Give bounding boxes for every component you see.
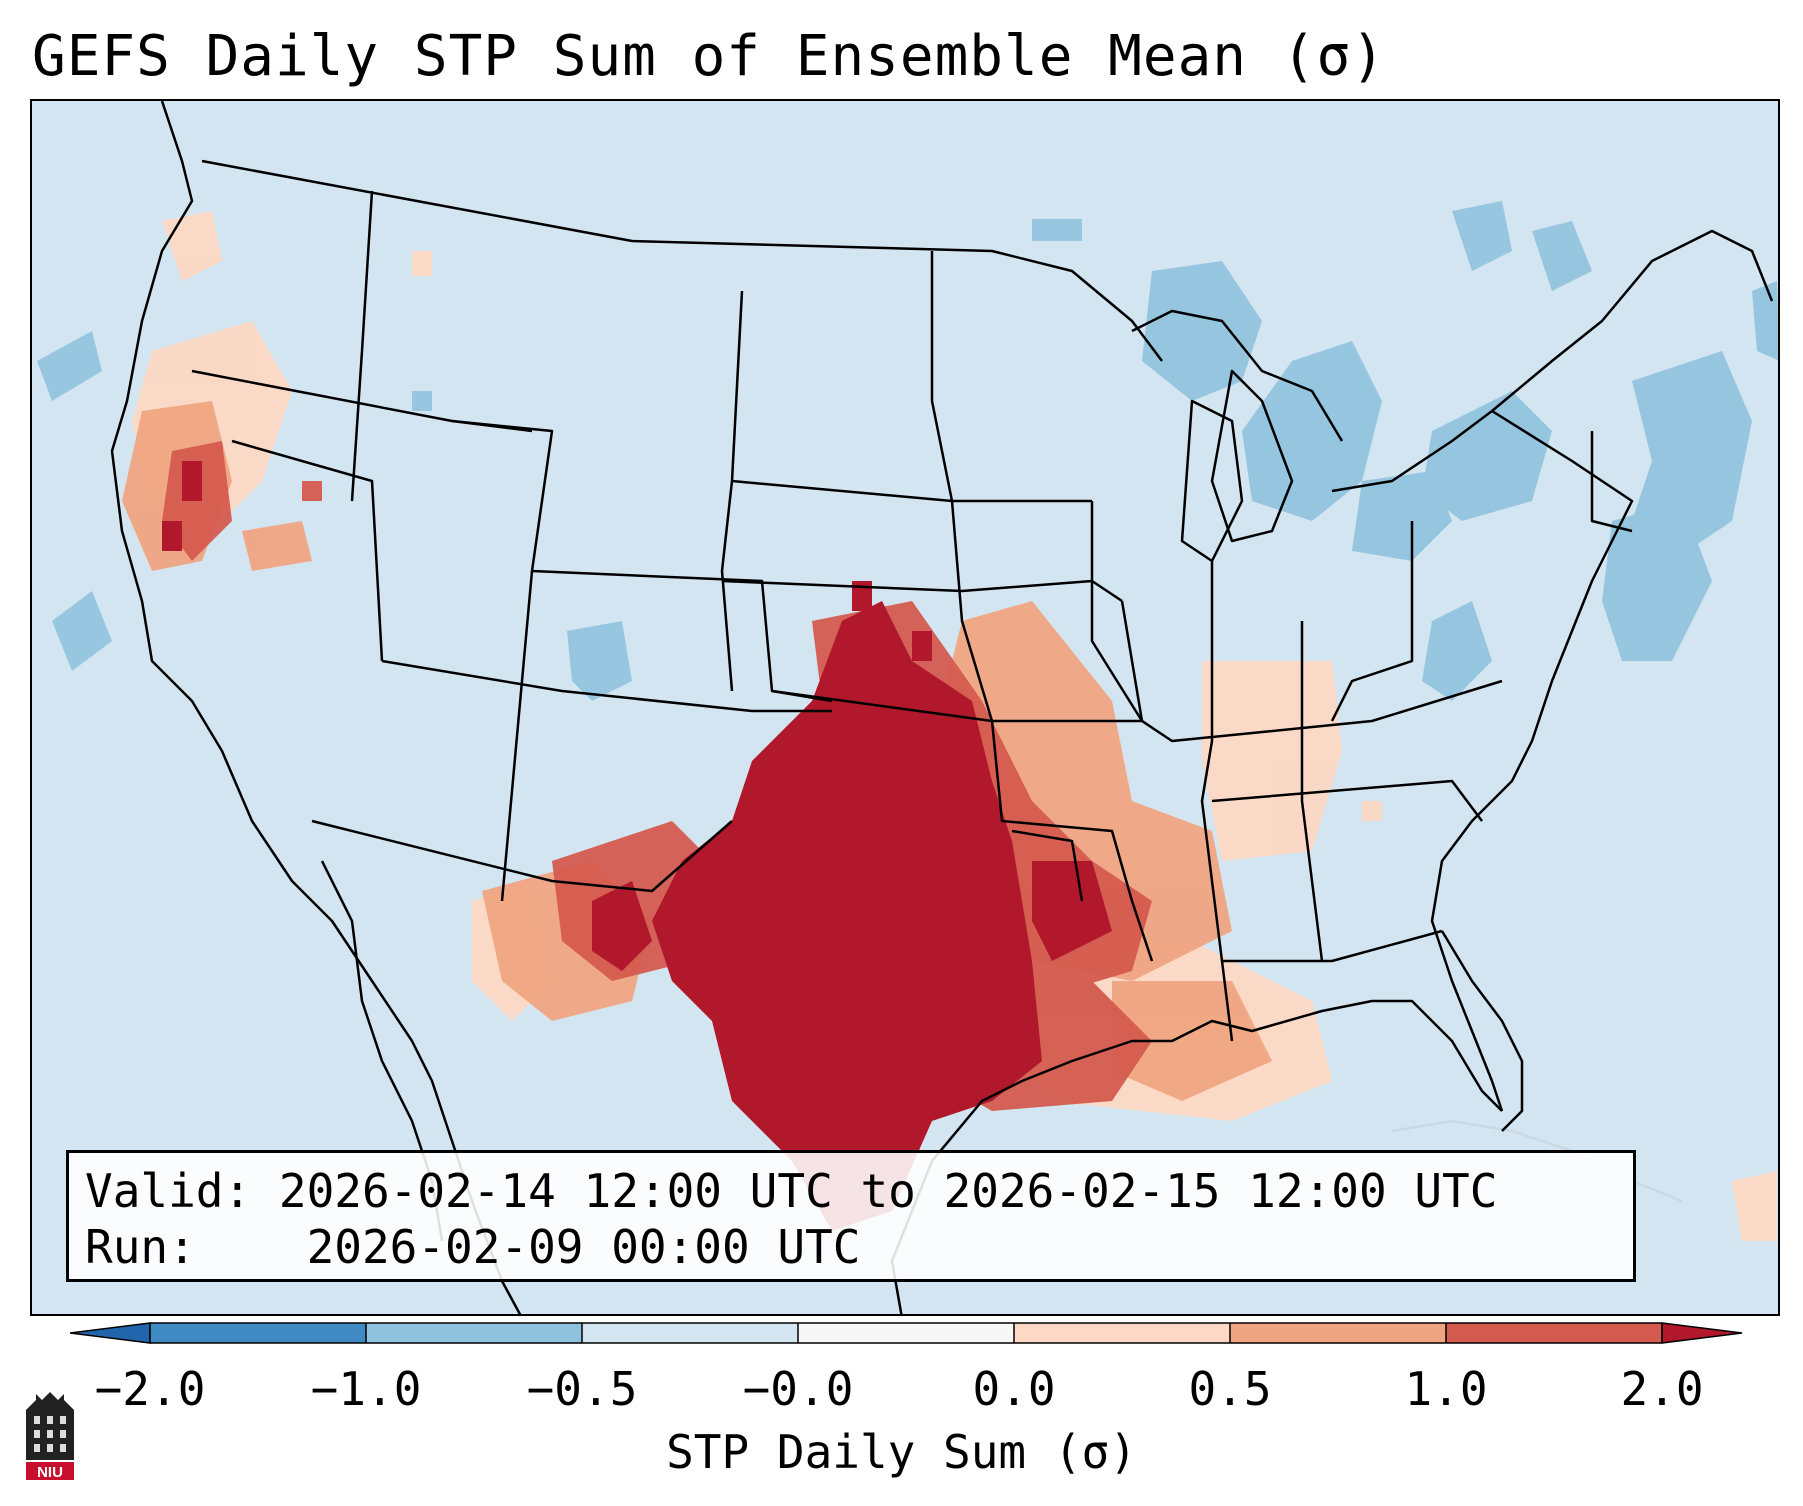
colorbar-bin-3	[582, 1323, 798, 1343]
stp-shading	[37, 201, 1778, 1241]
colorbar-tick: 0.5	[1188, 1362, 1272, 1416]
colorbar-bin-2	[366, 1323, 582, 1343]
colorbar	[70, 1322, 1743, 1344]
colorbar-extend-max	[1661, 1322, 1743, 1344]
colorbar-bin-1	[150, 1323, 366, 1343]
colorbar-tick: −2.0	[94, 1362, 206, 1416]
boundaries	[110, 101, 1774, 1314]
colorbar-extend-min	[70, 1322, 151, 1344]
colorbar-bin-4	[798, 1323, 1014, 1343]
colorbar-bin-6	[1230, 1323, 1446, 1343]
colorbar-tick: −1.0	[310, 1362, 422, 1416]
colorbar-tick: 2.0	[1620, 1362, 1704, 1416]
valid-run-info-box: Valid: 2026-02-14 12:00 UTC to 2026-02-1…	[66, 1150, 1636, 1282]
valid-range: 2026-02-14 12:00 UTC to 2026-02-15 12:00…	[278, 1164, 1498, 1218]
niu-logo-icon: NIU	[26, 1392, 74, 1481]
colorbar-tick: −0.5	[526, 1362, 638, 1416]
map-panel	[30, 99, 1780, 1316]
map-canvas	[37, 101, 1778, 1314]
colorbar-bin-7	[1446, 1323, 1662, 1343]
run-label: Run:	[85, 1220, 196, 1274]
colorbar-bin-5	[1014, 1323, 1230, 1343]
colorbar-tick: 1.0	[1404, 1362, 1488, 1416]
run-time: 2026-02-09 00:00 UTC	[306, 1220, 861, 1274]
colorbar-label: STP Daily Sum (σ)	[666, 1425, 1137, 1479]
colorbar-tick: 0.0	[972, 1362, 1056, 1416]
colorbar-tick: −0.0	[742, 1362, 854, 1416]
valid-label: Valid:	[85, 1164, 252, 1218]
logo-text: NIU	[37, 1464, 63, 1481]
chart-title: GEFS Daily STP Sum of Ensemble Mean (σ)	[32, 24, 1386, 89]
